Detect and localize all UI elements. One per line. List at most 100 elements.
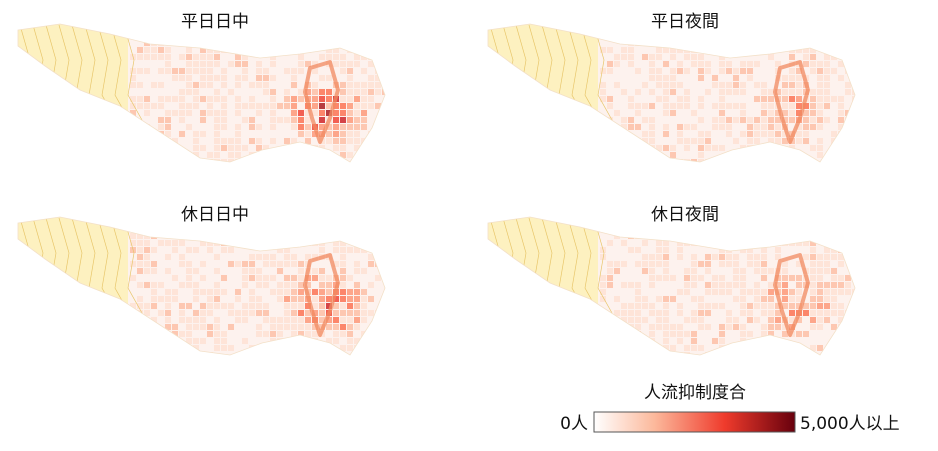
cell: [235, 296, 241, 302]
cell: [242, 310, 248, 316]
cell: [200, 117, 206, 123]
cell: [838, 75, 844, 81]
cell: [340, 68, 346, 74]
cell: [712, 103, 718, 109]
cell: [810, 96, 816, 102]
cell: [347, 331, 353, 337]
cell: [747, 352, 753, 355]
cell: [158, 159, 164, 162]
cell: [221, 145, 227, 151]
cell: [284, 145, 290, 151]
cell: [754, 261, 760, 267]
cell: [340, 310, 346, 316]
cell: [333, 324, 339, 330]
cell: [670, 345, 676, 351]
cell: [761, 110, 767, 116]
cell: [698, 54, 704, 60]
cell: [663, 268, 669, 274]
cell: [256, 275, 262, 281]
cell: [361, 124, 367, 130]
cell: [789, 68, 795, 74]
cell: [305, 110, 311, 116]
cell: [298, 310, 304, 316]
cell: [831, 254, 837, 260]
cell: [249, 117, 255, 123]
cell: [726, 324, 732, 330]
cell: [291, 261, 297, 267]
cell: [151, 268, 157, 274]
cell: [298, 152, 304, 158]
cell: [670, 89, 676, 95]
cell: [291, 254, 297, 260]
cell: [214, 324, 220, 330]
cell: [137, 152, 143, 158]
cell: [838, 124, 844, 130]
cell: [782, 303, 788, 309]
cell: [754, 296, 760, 302]
cell: [193, 233, 199, 239]
cell: [354, 247, 360, 253]
cell: [179, 103, 185, 109]
cell: [712, 40, 718, 46]
cell: [200, 240, 206, 246]
cell: [319, 282, 325, 288]
cell: [642, 138, 648, 144]
cell: [691, 233, 697, 239]
map-panel: 平日日中: [17, 12, 386, 163]
cell: [845, 152, 851, 158]
cell: [151, 54, 157, 60]
cell: [172, 289, 178, 295]
cell: [179, 89, 185, 95]
cell: [214, 110, 220, 116]
ward-boundary: [123, 217, 143, 314]
cell: [663, 254, 669, 260]
cell: [193, 61, 199, 67]
cell: [796, 275, 802, 281]
cell: [172, 138, 178, 144]
cell: [747, 233, 753, 239]
center-loop: [303, 253, 340, 337]
cell: [270, 324, 276, 330]
cell: [817, 75, 823, 81]
cell: [158, 240, 164, 246]
cell: [235, 138, 241, 144]
cell: [621, 352, 627, 355]
cell: [312, 110, 318, 116]
cell: [333, 261, 339, 267]
cell: [242, 103, 248, 109]
cell: [845, 89, 851, 95]
cell: [186, 352, 192, 355]
cell: [333, 131, 339, 137]
cell: [838, 61, 844, 67]
cell: [656, 261, 662, 267]
cell: [214, 345, 220, 351]
cell: [775, 352, 781, 355]
cell: [340, 296, 346, 302]
cell: [642, 268, 648, 274]
cell: [663, 324, 669, 330]
cell: [130, 324, 136, 330]
cell: [628, 352, 634, 355]
cell: [214, 296, 220, 302]
cell: [740, 152, 746, 158]
cell: [340, 124, 346, 130]
cell: [214, 61, 220, 67]
cell: [789, 317, 795, 323]
cell: [782, 282, 788, 288]
cell: [740, 331, 746, 337]
cell: [677, 310, 683, 316]
cell: [228, 240, 234, 246]
cell: [775, 138, 781, 144]
cell: [361, 96, 367, 102]
cell: [628, 303, 634, 309]
cell: [200, 317, 206, 323]
cell: [719, 352, 725, 355]
cell: [256, 352, 262, 355]
cell: [221, 331, 227, 337]
cell: [326, 352, 332, 355]
cell: [705, 303, 711, 309]
cell: [256, 145, 262, 151]
cell: [656, 40, 662, 46]
cell: [810, 254, 816, 260]
cell: [144, 331, 150, 337]
